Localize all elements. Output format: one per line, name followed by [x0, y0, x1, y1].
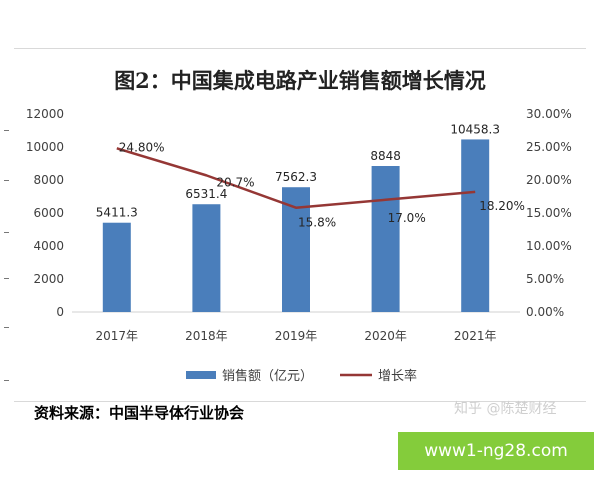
bar-value-label: 6531.4 — [185, 187, 227, 201]
chart-frame — [14, 48, 586, 402]
bar — [371, 166, 400, 312]
watermark: 知乎 @陈楚财经 — [454, 401, 557, 417]
x-tick-label: 2019年 — [275, 329, 318, 343]
x-tick-label: 2018年 — [185, 329, 228, 343]
bar-value-label: 8848 — [370, 149, 401, 163]
line-value-label: 20.7% — [216, 175, 254, 189]
bar-value-label: 10458.3 — [450, 122, 500, 136]
edge-mark — [4, 327, 9, 328]
edge-mark — [4, 278, 9, 279]
legend-label-bar: 销售额（亿元） — [222, 368, 313, 384]
left-tick-label: 0 — [56, 305, 64, 319]
edge-mark — [4, 380, 9, 381]
bar-value-label: 7562.3 — [275, 170, 317, 184]
right-tick-label: 15.00% — [526, 206, 572, 220]
edge-mark — [4, 232, 9, 233]
left-tick-label: 6000 — [33, 206, 64, 220]
right-tick-label: 25.00% — [526, 140, 572, 154]
growth-rate-line — [116, 147, 476, 209]
edge-mark — [4, 130, 9, 131]
line-value-label: 24.80% — [119, 140, 165, 154]
x-axis: 2017年 2018年 2019年 2020年 2021年 — [96, 329, 497, 343]
bar — [102, 222, 131, 312]
chart-title: 图2：中国集成电路产业销售额增长情况 — [114, 68, 486, 93]
edge-mark — [4, 180, 9, 181]
right-tick-label: 20.00% — [526, 173, 572, 187]
right-tick-label: 10.00% — [526, 239, 572, 253]
left-tick-label: 2000 — [33, 272, 64, 286]
legend-swatch-bar — [186, 371, 216, 379]
bar-value-label: 5411.3 — [96, 206, 138, 220]
right-tick-label: 30.00% — [526, 107, 572, 121]
bar-labels: 5411.3 6531.4 7562.3 8848 10458.3 — [96, 122, 500, 219]
left-tick-label: 10000 — [26, 140, 64, 154]
line-series — [116, 147, 476, 209]
line-value-label: 15.8% — [298, 216, 336, 230]
bar-series — [102, 139, 490, 312]
chart-svg: 图2：中国集成电路产业销售额增长情况 0 2000 4000 6000 8000 1000… — [26, 68, 572, 384]
right-axis: 0.00% 5.00% 10.00% 15.00% 20.00% 25.00% 30.00% — [526, 107, 572, 319]
line-labels: 24.80% 20.7% 15.8% 17.0% 18.20% — [119, 140, 525, 229]
left-axis: 0 2000 4000 6000 8000 10000 12000 — [26, 107, 64, 319]
line-value-label: 18.20% — [479, 199, 525, 213]
source-note: 资料来源：中国半导体行业协会 — [34, 404, 245, 422]
x-tick-label: 2021年 — [454, 329, 497, 343]
x-tick-label: 2020年 — [364, 329, 407, 343]
bar — [461, 139, 490, 312]
left-tick-label: 12000 — [26, 107, 64, 121]
site-banner[interactable]: www1-ng28.com — [398, 432, 594, 470]
bar — [192, 204, 221, 312]
left-tick-label: 4000 — [33, 239, 64, 253]
x-tick-label: 2017年 — [96, 329, 139, 343]
left-tick-label: 8000 — [33, 173, 64, 187]
legend: 销售额（亿元） 增长率 — [186, 368, 417, 384]
right-tick-label: 5.00% — [526, 272, 564, 286]
right-tick-label: 0.00% — [526, 305, 564, 319]
legend-label-line: 增长率 — [378, 368, 417, 384]
line-value-label: 17.0% — [388, 211, 426, 225]
